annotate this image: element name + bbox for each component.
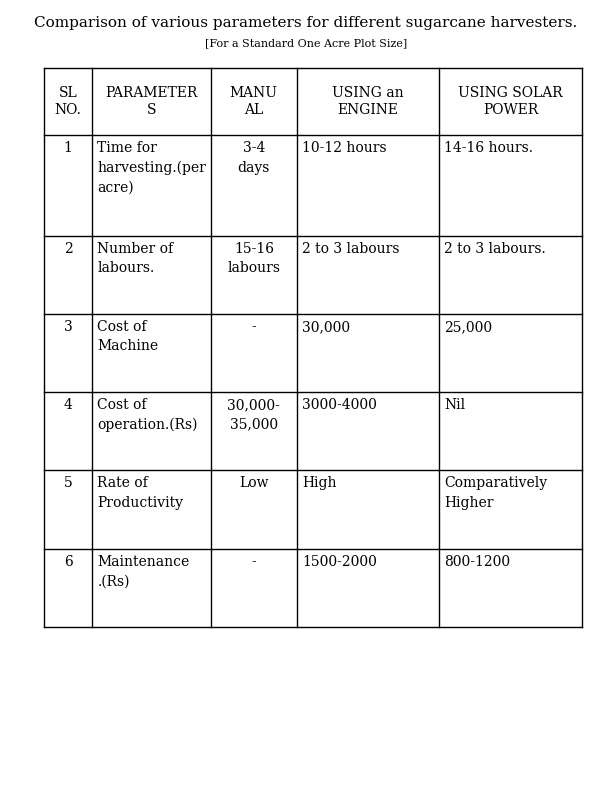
Text: USING SOLAR
POWER: USING SOLAR POWER	[458, 86, 563, 117]
Text: Nil: Nil	[444, 398, 466, 412]
Text: Comparatively
Higher: Comparatively Higher	[444, 477, 548, 510]
Text: 3-4
days: 3-4 days	[237, 141, 270, 174]
Text: Comparison of various parameters for different sugarcane harvesters.: Comparison of various parameters for dif…	[34, 16, 578, 30]
Text: USING an
ENGINE: USING an ENGINE	[332, 86, 404, 117]
Text: -: -	[252, 554, 256, 569]
Text: 30,000-
35,000: 30,000- 35,000	[228, 398, 280, 432]
Text: Low: Low	[239, 477, 269, 490]
Text: Cost of
operation.(Rs): Cost of operation.(Rs)	[97, 398, 198, 432]
Text: 2: 2	[64, 242, 73, 256]
Text: Number of
labours.: Number of labours.	[97, 242, 174, 275]
Text: 1500-2000: 1500-2000	[302, 554, 377, 569]
Text: 15-16
labours: 15-16 labours	[227, 242, 280, 275]
Text: 10-12 hours: 10-12 hours	[302, 141, 387, 155]
Text: MANU
AL: MANU AL	[230, 86, 278, 117]
Text: 3: 3	[64, 320, 73, 334]
Text: 14-16 hours.: 14-16 hours.	[444, 141, 534, 155]
Text: SL
NO.: SL NO.	[54, 86, 81, 117]
Text: -: -	[252, 320, 256, 334]
Text: [For a Standard One Acre Plot Size]: [For a Standard One Acre Plot Size]	[205, 38, 407, 48]
Text: Maintenance
.(Rs): Maintenance .(Rs)	[97, 554, 190, 588]
Text: 2 to 3 labours: 2 to 3 labours	[302, 242, 400, 256]
Text: 5: 5	[64, 477, 73, 490]
Text: PARAMETER
S: PARAMETER S	[105, 86, 198, 117]
Text: Time for
harvesting.(per
acre): Time for harvesting.(per acre)	[97, 141, 206, 195]
Text: 25,000: 25,000	[444, 320, 493, 334]
Text: 2 to 3 labours.: 2 to 3 labours.	[444, 242, 546, 256]
Text: 3000-4000: 3000-4000	[302, 398, 377, 412]
Text: 30,000: 30,000	[302, 320, 350, 334]
Text: 1: 1	[64, 141, 73, 155]
Text: High: High	[302, 477, 337, 490]
Text: 800-1200: 800-1200	[444, 554, 510, 569]
Text: Rate of
Productivity: Rate of Productivity	[97, 477, 184, 510]
Text: 6: 6	[64, 554, 73, 569]
Text: Cost of
Machine: Cost of Machine	[97, 320, 159, 353]
Text: 4: 4	[64, 398, 73, 412]
